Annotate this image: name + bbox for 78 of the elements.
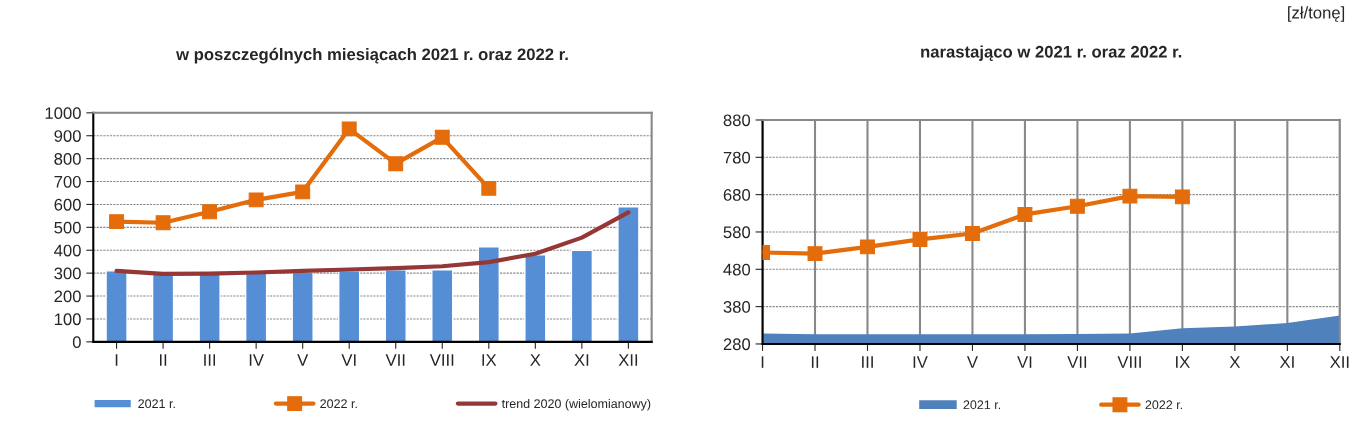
point xyxy=(388,156,404,172)
y-tick-label: 680 xyxy=(723,189,751,201)
point xyxy=(109,214,125,230)
point xyxy=(202,204,218,220)
point xyxy=(155,215,171,231)
x-tick-label: III xyxy=(204,354,216,366)
point xyxy=(341,121,357,137)
bar xyxy=(384,269,407,342)
x-tick-label: VII xyxy=(1067,356,1087,368)
x-tick-label: I xyxy=(761,356,764,368)
x-tick-label: II xyxy=(159,354,167,366)
bar xyxy=(291,271,314,342)
y-tick-label: 100 xyxy=(54,313,81,326)
point xyxy=(964,226,980,241)
legend-label: 2021 r. xyxy=(963,400,1001,410)
text: [zł/tonę] xyxy=(1288,6,1345,22)
legend-label: trend 2020 (wielomianowy) xyxy=(501,398,651,411)
x-tick-label: V xyxy=(966,356,978,368)
x-tick-label: IX xyxy=(1176,356,1190,368)
bar xyxy=(431,269,454,342)
point xyxy=(912,231,928,247)
bar xyxy=(524,254,547,342)
y-tick-label: 400 xyxy=(54,244,81,257)
y-tick-label: 500 xyxy=(54,221,81,234)
x-tick-label: XII xyxy=(618,354,638,366)
x-tick-label: IV xyxy=(249,354,264,366)
y-tick-label: 780 xyxy=(723,151,751,164)
point xyxy=(860,239,875,255)
chart-title: narastająco w 2021 r. oraz 2022 r. xyxy=(921,45,1182,61)
y-tick-label: 200 xyxy=(54,290,81,303)
y-tick-label: 900 xyxy=(54,130,81,142)
y-tick-label: 0 xyxy=(72,336,81,349)
bar xyxy=(477,246,500,342)
x-tick-label: VII xyxy=(385,354,405,366)
line-series xyxy=(114,210,631,276)
x-tick-label: V xyxy=(297,354,309,366)
chart-title: w poszczególnych miesiącach 2021 r. oraz 2022 r. xyxy=(176,47,568,64)
point xyxy=(1174,189,1190,205)
y-tick-label: 480 xyxy=(723,263,751,276)
point xyxy=(1017,206,1033,222)
y-tick-label: 280 xyxy=(723,338,751,351)
point xyxy=(1122,188,1138,204)
x-tick-label: IX xyxy=(482,354,497,366)
point xyxy=(481,180,497,196)
bar xyxy=(617,206,640,342)
x-tick-label: X xyxy=(1229,356,1241,368)
y-tick-label: 300 xyxy=(54,267,81,280)
legend-label: 2022 r. xyxy=(320,399,357,409)
point xyxy=(434,129,450,145)
x-tick-label: II xyxy=(811,356,819,368)
y-tick-label: 880 xyxy=(723,114,751,127)
y-tick-label: 380 xyxy=(723,301,751,313)
x-tick-label: VI xyxy=(341,354,356,366)
x-tick-label: VI xyxy=(1017,356,1032,368)
x-tick-label: X xyxy=(530,354,541,366)
x-tick-label: XI xyxy=(1279,356,1294,368)
legend-label: 2021 r. xyxy=(138,399,175,409)
x-tick-label: III xyxy=(862,356,873,368)
bar xyxy=(105,270,128,342)
y-tick-label: 1000 xyxy=(45,107,81,120)
x-tick-label: IV xyxy=(913,356,928,368)
bar xyxy=(338,270,361,342)
y-tick-label: 580 xyxy=(723,226,751,239)
x-tick-label: XI xyxy=(574,354,589,366)
bar xyxy=(570,249,594,342)
x-tick-label: I xyxy=(115,354,118,366)
point xyxy=(1069,198,1085,214)
point xyxy=(248,192,264,208)
bar xyxy=(244,271,268,342)
point xyxy=(295,184,311,200)
y-tick-label: 600 xyxy=(54,198,81,211)
x-tick-label: XII xyxy=(1330,356,1349,368)
x-tick-label: VIII xyxy=(429,354,454,366)
point xyxy=(807,246,823,262)
x-tick-label: VIII xyxy=(1117,356,1141,368)
legend-label: 2022 r. xyxy=(1145,400,1183,410)
y-tick-label: 800 xyxy=(54,153,81,165)
y-tick-label: 700 xyxy=(54,175,81,188)
